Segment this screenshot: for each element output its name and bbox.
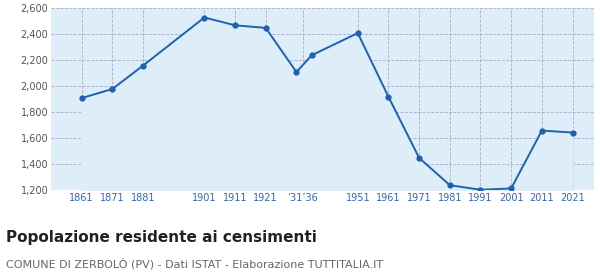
- Text: Popolazione residente ai censimenti: Popolazione residente ai censimenti: [6, 230, 317, 245]
- Text: COMUNE DI ZERBOLÒ (PV) - Dati ISTAT - Elaborazione TUTTITALIA.IT: COMUNE DI ZERBOLÒ (PV) - Dati ISTAT - El…: [6, 258, 383, 269]
